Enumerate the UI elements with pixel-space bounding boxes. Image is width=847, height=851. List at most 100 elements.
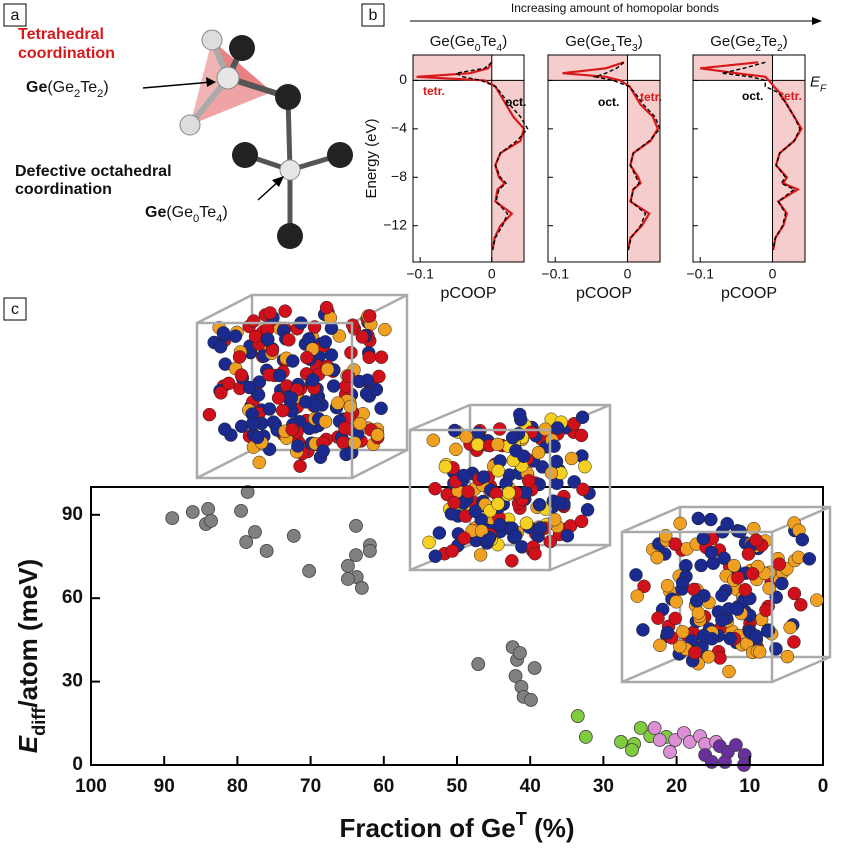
point bbox=[513, 646, 527, 660]
atom bbox=[491, 463, 505, 478]
atom bbox=[320, 362, 335, 377]
x-tick-label: 100 bbox=[75, 776, 107, 797]
chart-title: Ge(Ge1Te3) bbox=[565, 33, 643, 54]
cell-edge bbox=[620, 530, 774, 684]
cell-edge bbox=[771, 655, 831, 684]
text-part: E bbox=[13, 735, 43, 753]
text-part: Te bbox=[80, 79, 97, 96]
atom bbox=[745, 566, 760, 581]
atom bbox=[318, 335, 333, 349]
atom bbox=[752, 645, 767, 659]
atom bbox=[787, 635, 801, 649]
x-tick-label: 20 bbox=[666, 776, 687, 797]
series-label: oct. bbox=[742, 89, 763, 103]
atom bbox=[447, 495, 461, 510]
atom bbox=[689, 594, 704, 608]
y-tick-label: −8 bbox=[391, 168, 407, 184]
x-tick-label: 70 bbox=[300, 776, 321, 797]
atom bbox=[775, 576, 789, 591]
text-part: E bbox=[810, 73, 821, 90]
arrow bbox=[142, 81, 213, 89]
atom bbox=[521, 474, 536, 488]
atom bbox=[221, 376, 236, 391]
point bbox=[248, 525, 262, 539]
cell-edge bbox=[409, 403, 471, 432]
panel-label: c bbox=[11, 301, 19, 318]
atom bbox=[578, 459, 592, 474]
atom bbox=[261, 332, 275, 346]
text-part: Te bbox=[199, 204, 216, 221]
atom bbox=[704, 545, 719, 560]
atom bbox=[673, 516, 687, 531]
text-part: 2 bbox=[777, 42, 783, 54]
cell-edge bbox=[621, 655, 681, 684]
atom bbox=[456, 468, 471, 483]
text-part: T bbox=[516, 809, 527, 829]
atom bbox=[552, 496, 566, 510]
atom bbox=[245, 416, 260, 431]
y-tick-label: 60 bbox=[62, 587, 83, 608]
atom bbox=[306, 373, 320, 387]
atom bbox=[262, 402, 277, 416]
cell-edge bbox=[351, 293, 408, 325]
cell-edge bbox=[408, 428, 552, 572]
atom bbox=[519, 516, 534, 530]
point bbox=[652, 733, 667, 747]
point bbox=[647, 721, 662, 735]
series-label: tetr. bbox=[640, 90, 662, 104]
y-tick-label: 90 bbox=[62, 504, 83, 525]
plot-frame bbox=[692, 54, 806, 263]
atom bbox=[636, 623, 650, 637]
atom-label: Ge(Ge0Te4) bbox=[145, 204, 228, 225]
atom bbox=[780, 649, 795, 664]
atom bbox=[720, 516, 734, 531]
atom bbox=[362, 350, 376, 365]
atom bbox=[272, 368, 287, 383]
point bbox=[286, 529, 301, 543]
atom bbox=[470, 437, 485, 452]
atom bbox=[271, 391, 286, 405]
atom bbox=[717, 551, 731, 566]
atom bbox=[251, 388, 266, 402]
x-axis-title: pCOOP bbox=[576, 285, 632, 302]
point bbox=[570, 709, 585, 723]
atom bbox=[675, 575, 690, 590]
atom bbox=[352, 374, 367, 389]
x-tick-label: 0 bbox=[769, 266, 777, 282]
text-part: (Ge bbox=[166, 204, 193, 221]
x-tick-label: 80 bbox=[227, 776, 248, 797]
atom bbox=[653, 638, 667, 653]
atom bbox=[549, 454, 564, 469]
point bbox=[341, 559, 355, 573]
x-tick-label: −0.1 bbox=[406, 266, 434, 282]
atom bbox=[713, 651, 727, 665]
diagram-label: coordination bbox=[18, 45, 115, 62]
atom bbox=[660, 626, 675, 640]
text-part: Ge bbox=[145, 204, 166, 221]
atom bbox=[660, 578, 675, 593]
pcoop-curve bbox=[562, 61, 660, 251]
atom bbox=[548, 512, 562, 527]
text-part: Te bbox=[761, 33, 777, 50]
atom bbox=[457, 531, 472, 546]
panel-label: b bbox=[369, 7, 378, 24]
simulation-cell bbox=[408, 403, 612, 572]
atom bbox=[701, 650, 716, 664]
atom bbox=[630, 589, 644, 603]
atom-label: Ge(Ge2Te2) bbox=[26, 79, 109, 100]
x-tick-label: 0 bbox=[624, 266, 632, 282]
atom bbox=[473, 548, 488, 562]
atom bbox=[567, 475, 581, 489]
atom bbox=[242, 380, 257, 395]
atom bbox=[343, 399, 358, 414]
atom bbox=[749, 629, 764, 643]
text-part: (%) bbox=[527, 813, 575, 843]
text-part: Te bbox=[616, 33, 632, 50]
atom bbox=[438, 459, 453, 474]
atom bbox=[512, 407, 527, 422]
atom bbox=[802, 552, 817, 566]
atom bbox=[428, 481, 442, 496]
header: Increasing amount of homopolar bonds bbox=[511, 1, 719, 15]
atom bbox=[432, 526, 447, 540]
cell-edge bbox=[196, 448, 253, 480]
